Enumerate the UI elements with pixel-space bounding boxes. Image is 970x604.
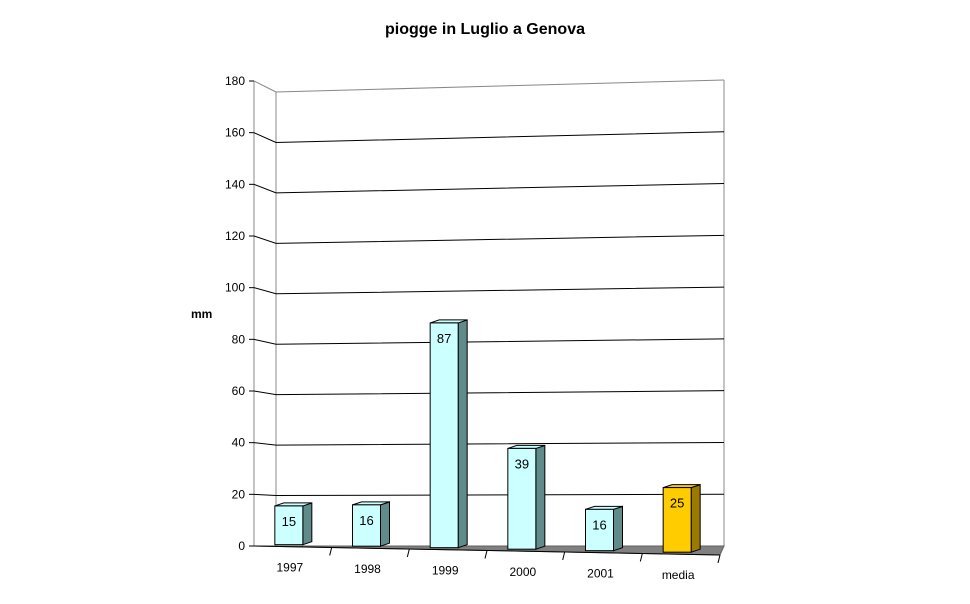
chart-floor bbox=[253, 545, 725, 556]
x-tick-label: 2001 bbox=[587, 567, 614, 581]
bar-side bbox=[613, 505, 623, 552]
data-label: 16 bbox=[359, 513, 373, 528]
x-tick-label: media bbox=[662, 568, 695, 582]
y-axis-label: mm bbox=[191, 307, 213, 321]
bar-front bbox=[662, 487, 692, 553]
gridline bbox=[253, 390, 725, 396]
data-label: 16 bbox=[592, 517, 606, 532]
bar-front bbox=[352, 504, 381, 547]
y-tick-label: 80 bbox=[232, 332, 246, 346]
x-tick-label: 1999 bbox=[432, 564, 459, 578]
chart-title: piogge in Luglio a Genova bbox=[384, 21, 585, 38]
y-tick-label: 100 bbox=[225, 281, 245, 295]
data-label: 15 bbox=[282, 514, 296, 529]
x-tick-mark bbox=[639, 553, 643, 562]
bar-side bbox=[302, 502, 313, 546]
bar: 87 bbox=[429, 319, 468, 549]
x-tick-label: 2000 bbox=[509, 565, 536, 579]
gridline bbox=[253, 493, 725, 497]
bar: 16 bbox=[585, 505, 623, 552]
bar: 25 bbox=[662, 483, 701, 553]
y-tick-label: 20 bbox=[232, 487, 246, 501]
back-wall-top-edge bbox=[275, 79, 725, 93]
x-tick-mark bbox=[484, 550, 488, 559]
data-label: 39 bbox=[515, 456, 529, 471]
gridline bbox=[253, 286, 725, 295]
bar-front bbox=[507, 447, 537, 550]
bar: 39 bbox=[507, 444, 546, 550]
bar-front bbox=[429, 322, 459, 549]
gridline bbox=[253, 80, 277, 93]
y-tick-label: 120 bbox=[225, 229, 245, 243]
data-label: 87 bbox=[437, 331, 451, 346]
chart-walls bbox=[253, 79, 725, 546]
bar-side bbox=[457, 319, 468, 549]
gridline bbox=[253, 183, 725, 194]
x-tick-mark bbox=[329, 547, 333, 556]
bar-side bbox=[535, 444, 546, 550]
y-tick-label: 0 bbox=[238, 539, 245, 553]
bar-side bbox=[690, 483, 701, 553]
gridline bbox=[253, 234, 725, 244]
gridline bbox=[253, 131, 725, 143]
x-tick-label: 1997 bbox=[276, 561, 303, 575]
bar: 15 bbox=[274, 502, 313, 546]
x-tick-mark bbox=[562, 551, 566, 561]
y-tick-label: 140 bbox=[225, 177, 245, 191]
bar-front bbox=[274, 505, 304, 546]
chart-gridlines bbox=[253, 80, 725, 497]
bar-side bbox=[380, 501, 390, 547]
gridline bbox=[253, 441, 725, 446]
data-label: 25 bbox=[670, 496, 684, 511]
x-tick-label: 1998 bbox=[354, 562, 381, 576]
x-tick-mark bbox=[406, 548, 410, 558]
y-axis-ticks: 0 20 40 60 80 100 120 140 160 180 bbox=[225, 74, 254, 553]
x-tick-mark bbox=[717, 554, 721, 564]
y-tick-label: 180 bbox=[225, 74, 245, 88]
y-tick-label: 60 bbox=[232, 384, 246, 398]
gridline bbox=[253, 338, 725, 345]
bar: 16 bbox=[352, 501, 390, 547]
x-axis-ticks: 1997 1998 1999 2000 2001 media bbox=[276, 547, 721, 582]
y-tick-label: 40 bbox=[232, 436, 246, 450]
bar-front bbox=[585, 508, 614, 552]
chart-bars: 15 16 87 39 16 25 bbox=[274, 319, 701, 553]
y-tick-label: 160 bbox=[225, 126, 245, 140]
